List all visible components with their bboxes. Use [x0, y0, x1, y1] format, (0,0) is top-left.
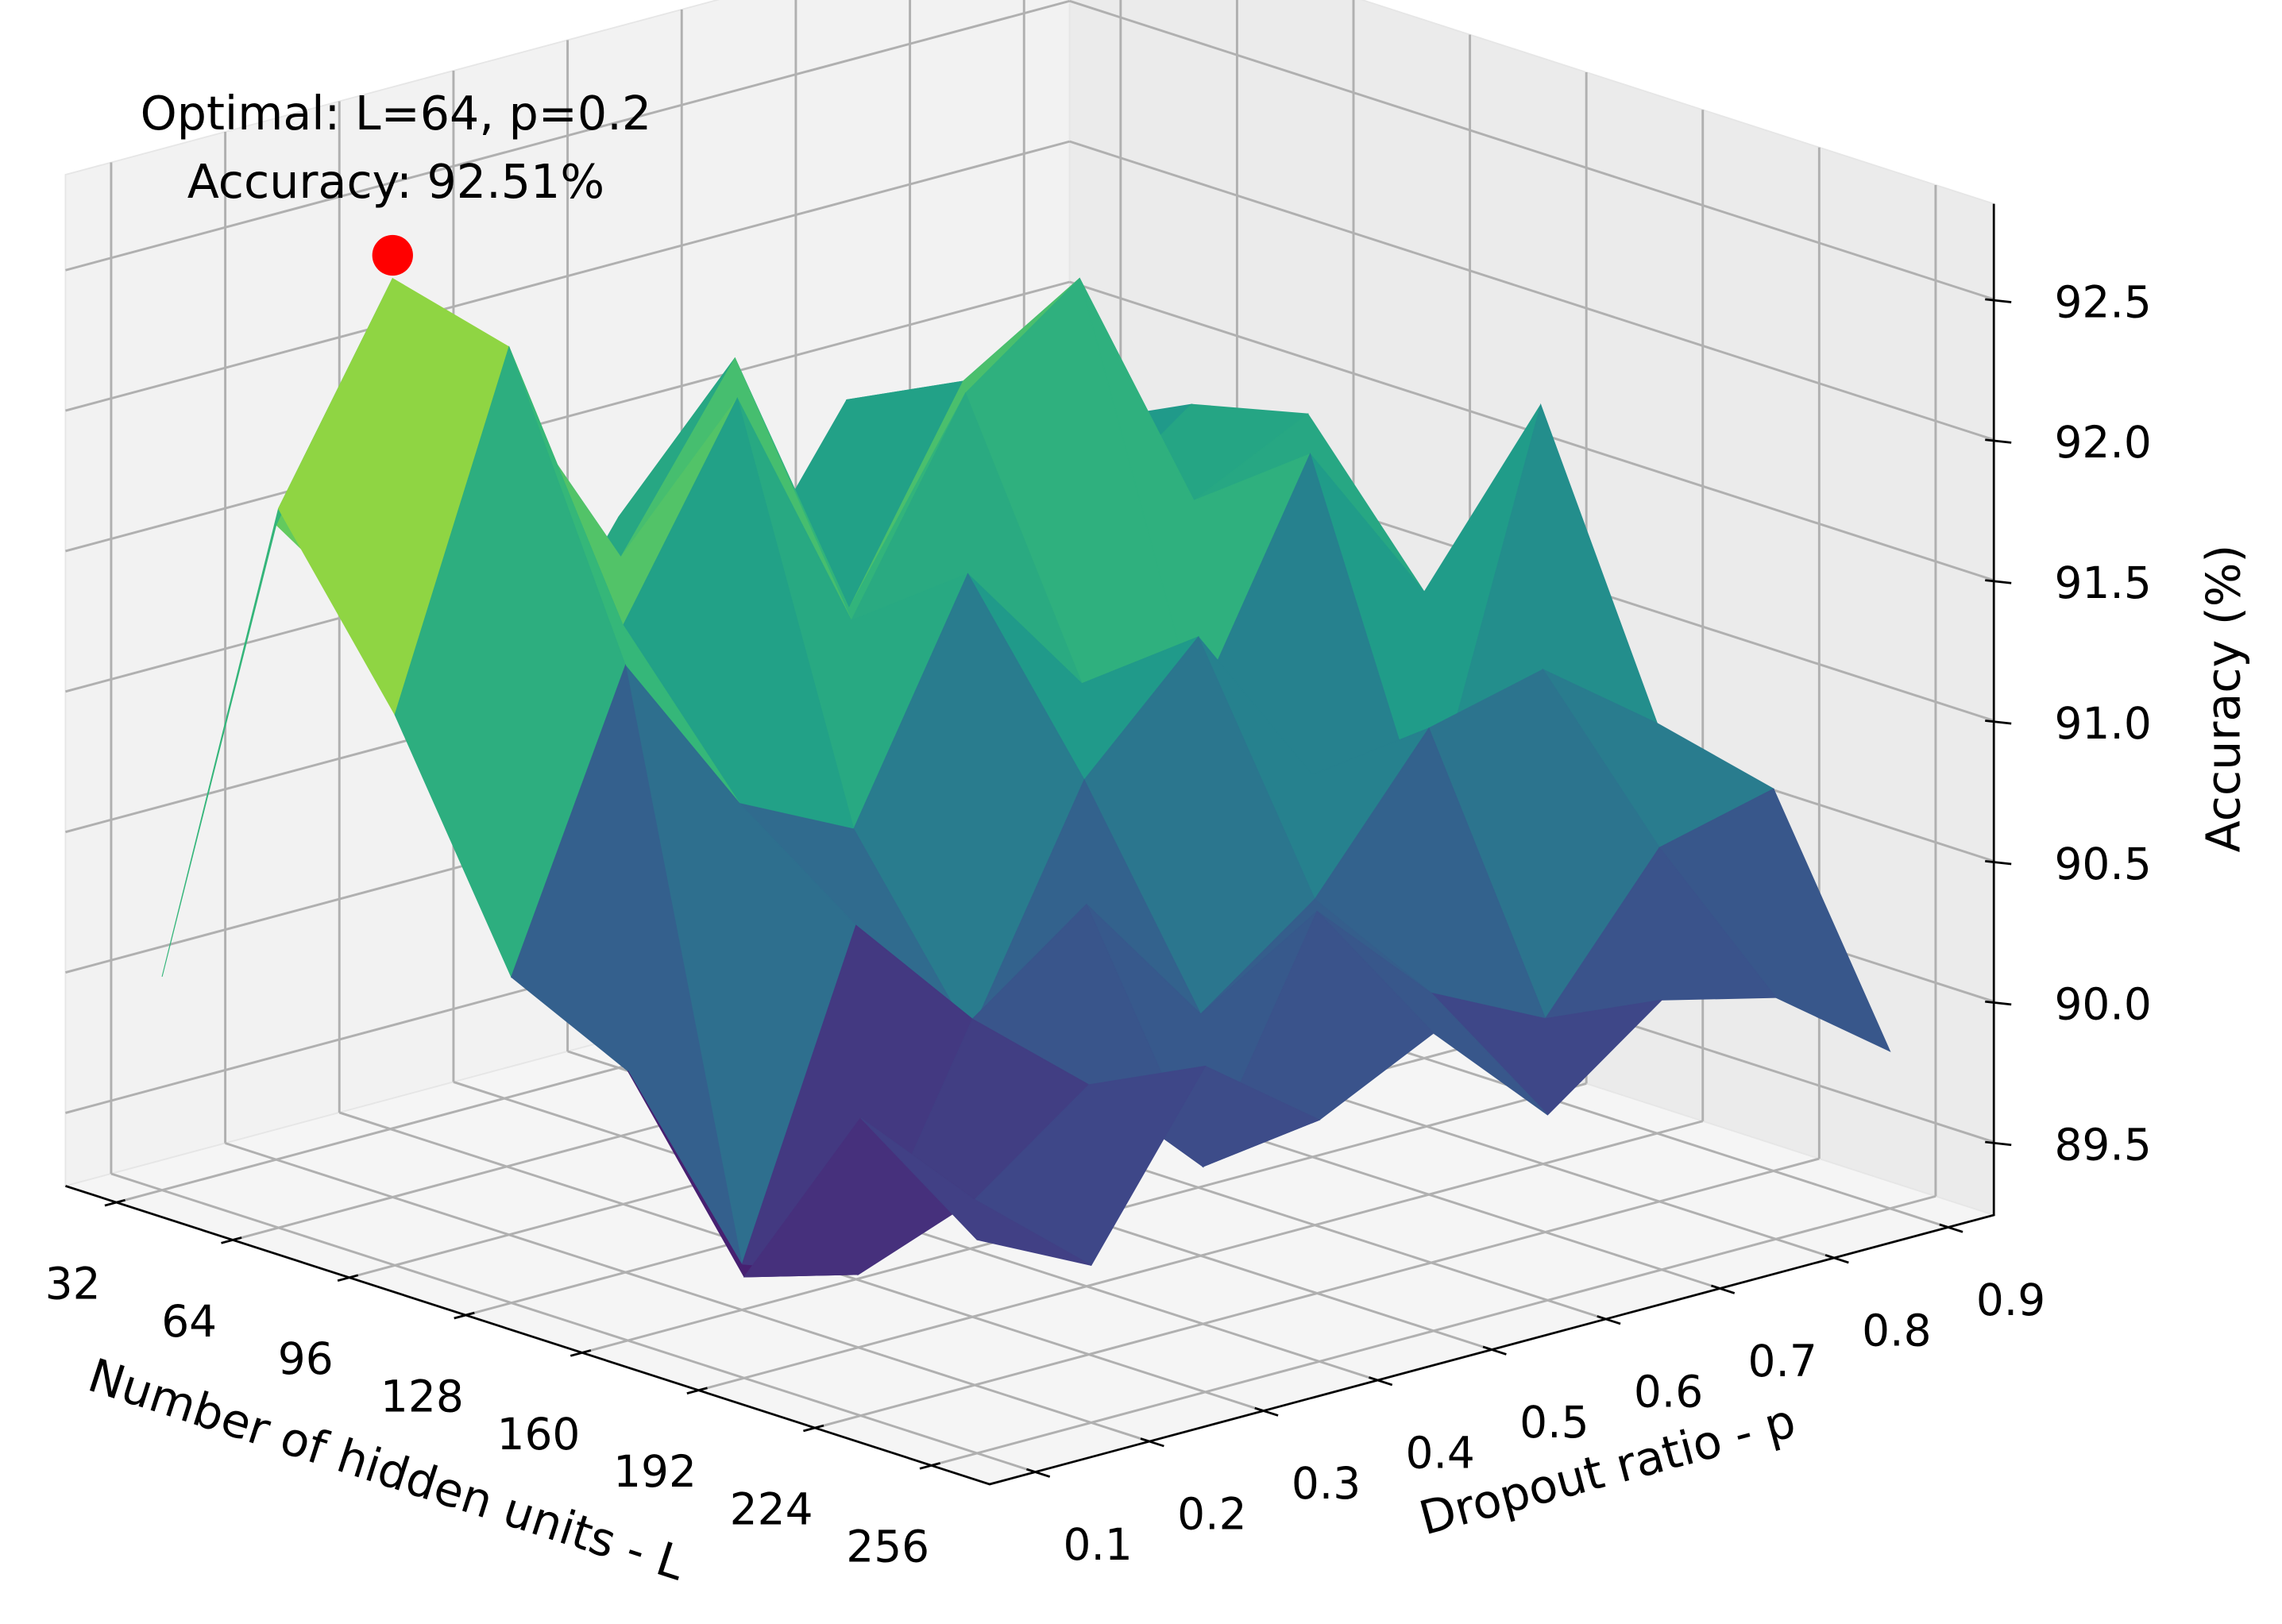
y-tick-label: 0.8: [1862, 1305, 1931, 1356]
grid-line: [65, 0, 1071, 272]
tick: [1710, 1284, 1736, 1294]
z-tick-label: 90.0: [2054, 979, 2151, 1030]
x-tick-label: 224: [730, 1483, 813, 1534]
grid-line: [65, 140, 1071, 412]
y-tick-label: 0.4: [1405, 1427, 1474, 1478]
grid-line: [225, 1142, 1150, 1443]
tick: [1824, 1254, 1849, 1264]
grid-line: [65, 280, 1071, 553]
axis-line: [65, 203, 1995, 1486]
tick: [1985, 579, 2012, 584]
z-tick-label: 92.0: [2054, 417, 2151, 468]
tick: [1985, 719, 2012, 725]
tick: [1939, 1223, 1963, 1233]
z-axis-label: Accuracy (%): [2196, 545, 2250, 853]
z-tick-label: 91.0: [2054, 698, 2151, 749]
y-tick-label: 0.2: [1177, 1488, 1246, 1539]
tick: [1597, 1315, 1621, 1325]
y-tick-label: 0.3: [1292, 1458, 1361, 1509]
z-tick-label: 91.5: [2054, 557, 2151, 608]
z-tick-label: 92.5: [2054, 276, 2151, 327]
x-tick-label: 192: [613, 1446, 697, 1497]
surface: [161, 277, 1891, 1278]
x-tick-label: 32: [45, 1258, 101, 1309]
z-tick-label: 89.5: [2054, 1120, 2151, 1171]
grid-line: [1069, 140, 1994, 442]
x-tick-label: 256: [846, 1522, 929, 1572]
tick: [1368, 1376, 1393, 1387]
y-tick-label: 0.9: [1976, 1275, 2045, 1325]
tick: [1985, 298, 2012, 303]
tick: [1985, 1140, 2012, 1147]
tick: [1985, 438, 2012, 444]
grid-line: [1069, 0, 1994, 301]
y-tick-label: 0.7: [1747, 1336, 1817, 1387]
z-tick-label: 90.5: [2054, 839, 2151, 889]
x-tick-label: 96: [278, 1333, 334, 1384]
surface-face: [860, 1117, 1092, 1266]
tick: [1140, 1437, 1164, 1448]
axes: 32 64 96 128 160 192 224 256 0.1 0.2 0.3 0.4 0.5 0.6 0…: [45, 203, 2152, 1572]
x-tick-label: 128: [380, 1371, 464, 1421]
x-tick-label: 64: [161, 1296, 217, 1347]
tick: [1985, 859, 2012, 866]
optimum-marker: [372, 234, 413, 276]
y-tick-label: 0.6: [1634, 1366, 1703, 1417]
x-tick-label: 160: [496, 1409, 580, 1460]
annotation: Accuracy: 92.51%: [187, 155, 604, 209]
y-tick-label: 0.5: [1519, 1397, 1589, 1448]
annotation: Optimal: L=64, p=0.2: [141, 87, 652, 141]
tick: [1985, 1000, 2012, 1006]
tick: [1025, 1468, 1051, 1478]
tick: [1254, 1406, 1279, 1417]
grid-line: [110, 1172, 1036, 1473]
tick: [1482, 1345, 1507, 1356]
y-tick-label: 0.1: [1063, 1519, 1132, 1570]
